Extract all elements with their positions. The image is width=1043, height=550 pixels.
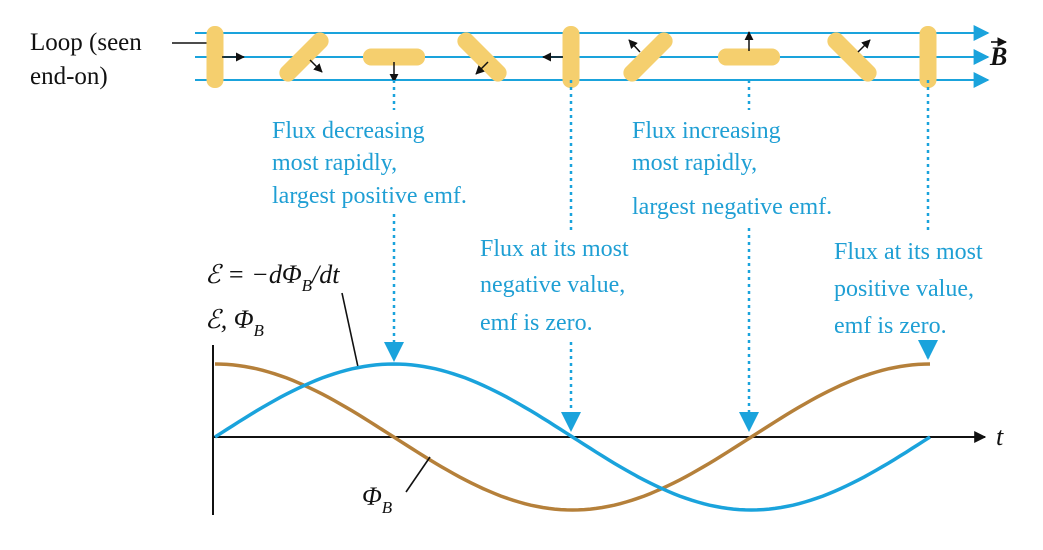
loop-label-line2: end-on) [30,63,108,90]
emf-curve [214,362,931,512]
annotation-text: Flux decreasing [272,118,425,144]
annotation-flux-decreasing: Flux decreasing most rapidly, largest po… [272,118,467,209]
b-field-label: B [989,37,1007,71]
phi-symbol: ΦB [362,482,393,517]
emf-formula-label: ℰ = −dΦB/dt [205,260,359,368]
annotation-text: negative value, [480,272,625,298]
annotation-flux-increasing: Flux increasing most rapidly, largest ne… [632,118,832,220]
annotation-text: largest negative emf. [632,194,832,220]
annotation-text: most rapidly, [632,150,757,176]
annotation-text: largest positive emf. [272,183,467,209]
time-axis-label: t [996,422,1004,451]
annotation-text: positive value, [834,276,974,302]
emf-formula: ℰ = −dΦB/dt [205,260,340,295]
annotation-flux-most-positive: Flux at its most positive value, emf is … [834,239,983,339]
loop-2 [279,32,329,82]
loop-3 [363,48,425,66]
loop-4 [457,32,507,82]
normal-vector-arrow [857,39,871,53]
normal-vector-arrow [309,59,323,73]
b-field-symbol: B [989,42,1007,71]
loop-sequence [206,26,937,88]
loop-6 [623,32,673,82]
flux-curve-label: ΦB [362,456,431,517]
loop-7 [718,48,780,66]
annotation-flux-most-negative: Flux at its most negative value, emf is … [480,236,629,336]
emf-formula-leader [341,292,359,368]
annotation-text: emf is zero. [834,313,947,339]
annotation-text: emf is zero. [480,310,593,336]
loop-5 [562,26,580,88]
annotation-text: Flux increasing [632,118,781,144]
annotation-text: Flux at its most [834,239,983,265]
loop-8 [827,32,877,82]
flux-curve [214,362,931,512]
vertical-axis-label: ℰ, ΦB [205,305,265,340]
dotted-connectors [384,80,938,432]
loop-1 [206,26,224,88]
loop-9 [919,26,937,88]
annotation-text: most rapidly, [272,150,397,176]
normal-vector-arrow [475,61,489,75]
normal-vector-arrow [628,39,641,53]
annotation-text: Flux at its most [480,236,629,262]
loop-label-line1: Loop (seen [30,29,142,56]
flux-label-leader [405,456,431,493]
